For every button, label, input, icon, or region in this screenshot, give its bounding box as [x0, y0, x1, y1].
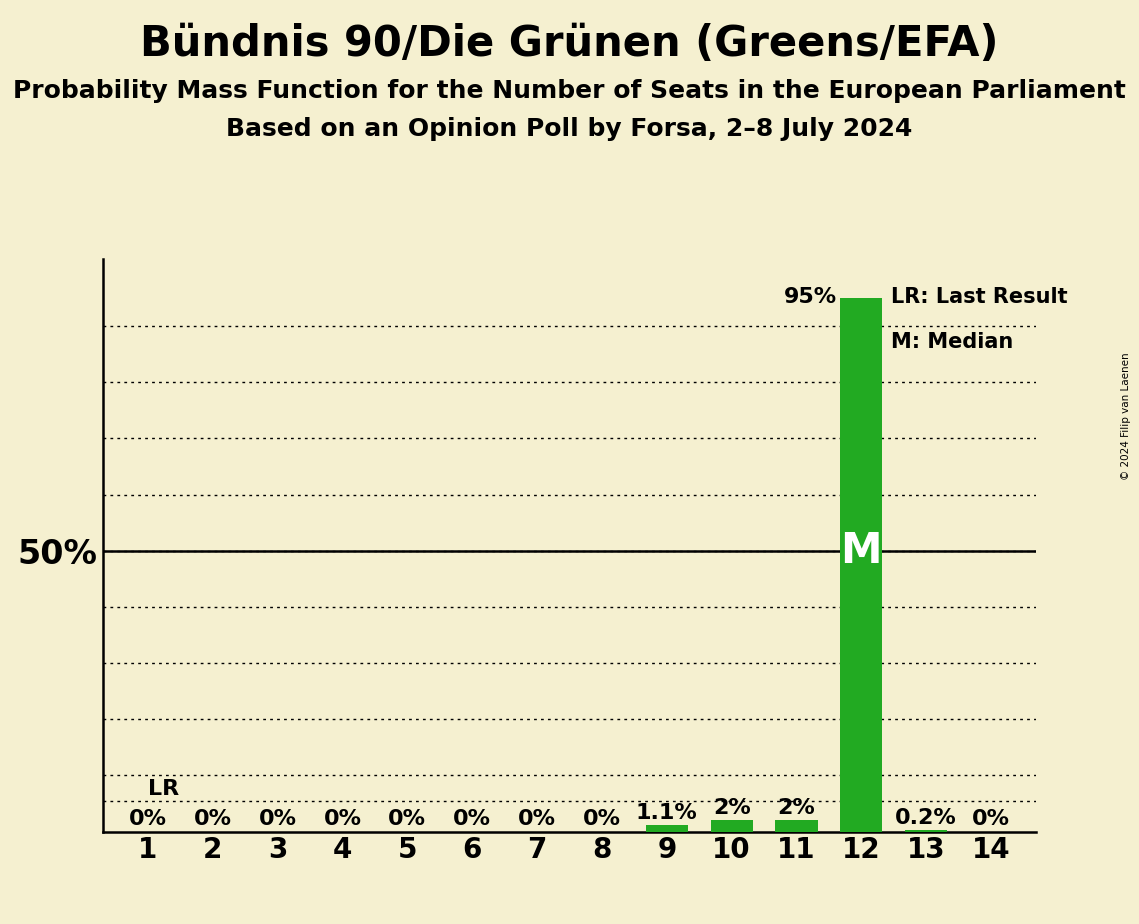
Text: 0%: 0%	[129, 808, 167, 829]
Bar	[646, 825, 688, 832]
Text: Based on an Opinion Poll by Forsa, 2–8 July 2024: Based on an Opinion Poll by Forsa, 2–8 J…	[227, 117, 912, 141]
Text: 0%: 0%	[583, 808, 621, 829]
Text: 0.2%: 0.2%	[895, 808, 957, 828]
Text: 95%: 95%	[784, 286, 837, 307]
Text: 0%: 0%	[453, 808, 491, 829]
Text: M: M	[841, 529, 882, 572]
Text: 0%: 0%	[323, 808, 361, 829]
Bar	[841, 298, 883, 832]
Text: 2%: 2%	[778, 797, 816, 818]
Text: 0%: 0%	[259, 808, 296, 829]
Bar	[711, 821, 753, 832]
Text: 1.1%: 1.1%	[636, 803, 698, 822]
Bar	[776, 821, 818, 832]
Text: © 2024 Filip van Laenen: © 2024 Filip van Laenen	[1121, 352, 1131, 480]
Text: 0%: 0%	[194, 808, 231, 829]
Text: 2%: 2%	[713, 797, 751, 818]
Text: 0%: 0%	[518, 808, 556, 829]
Text: 0%: 0%	[972, 808, 1010, 829]
Text: LR: Last Result: LR: Last Result	[891, 286, 1067, 307]
Text: Bündnis 90/Die Grünen (Greens/EFA): Bündnis 90/Die Grünen (Greens/EFA)	[140, 23, 999, 65]
Text: M: Median: M: Median	[891, 332, 1013, 352]
Text: 0%: 0%	[388, 808, 426, 829]
Text: Probability Mass Function for the Number of Seats in the European Parliament: Probability Mass Function for the Number…	[13, 79, 1126, 103]
Bar	[906, 831, 948, 832]
Text: LR: LR	[148, 779, 179, 799]
